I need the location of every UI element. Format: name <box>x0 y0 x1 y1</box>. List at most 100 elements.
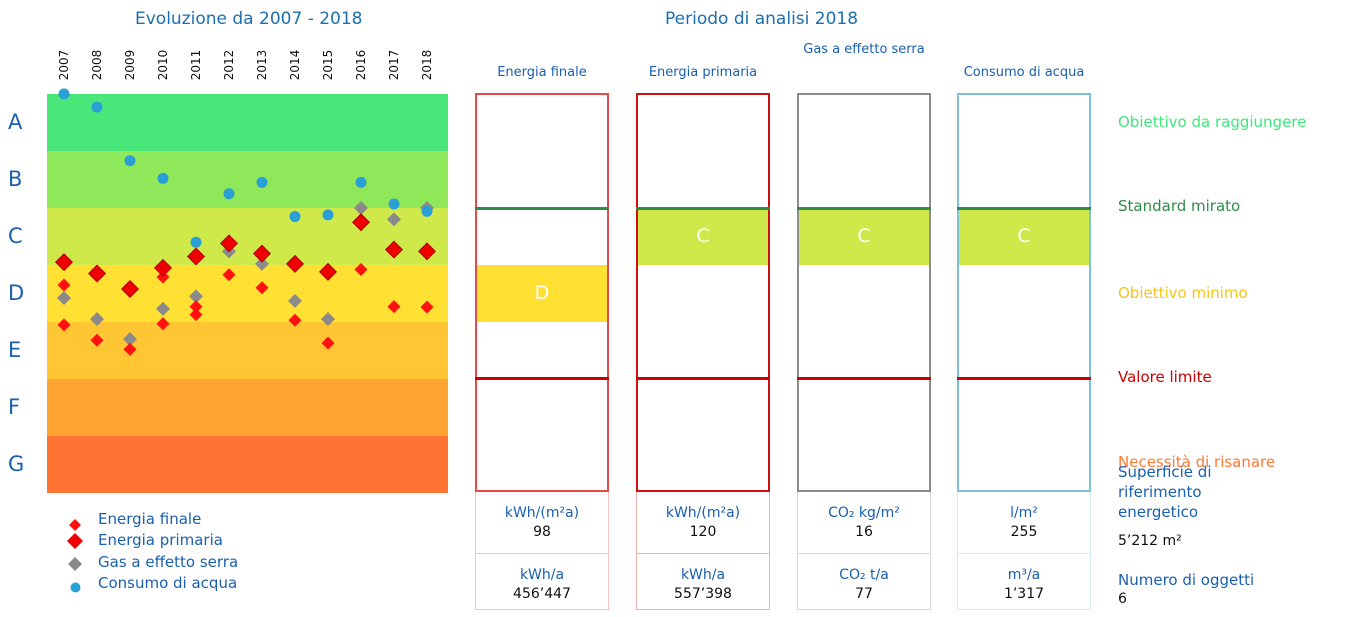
point-acqua-2007 <box>58 88 70 100</box>
specific-value-consumo-di-acqua: 255 <box>1010 524 1038 540</box>
area-value: 5’212 m² <box>1118 533 1182 549</box>
point-gas-2016 <box>354 201 368 215</box>
point-energia-finale-2007-1 <box>57 318 71 332</box>
grade-cell-energia-primaria: C <box>636 208 770 265</box>
target-label-obiettivo-minimo: Obiettivo minimo <box>1118 284 1248 302</box>
point-energia-finale-2010-0 <box>156 270 170 284</box>
point-energia-finale-2015-0 <box>321 336 335 350</box>
column-title-consumo-di-acqua: Consumo di acqua <box>963 65 1085 80</box>
specific-value-cell-consumo-di-acqua: l/m² 255 <box>957 492 1091 554</box>
point-energia-primaria-2008 <box>89 266 105 282</box>
limit-line-consumo-di-acqua <box>957 377 1091 380</box>
column-box-gas-a-effetto-serra <box>797 93 931 492</box>
total-unit-energia-finale: kWh/a <box>519 567 565 583</box>
target-line-consumo-di-acqua <box>957 207 1091 210</box>
column-title-energia-finale: Energia finale <box>497 65 587 80</box>
grade-letter-0: A <box>8 110 23 134</box>
specific-value-energia-finale: 98 <box>533 524 551 540</box>
left-chart-title: Evoluzione da 2007 - 2018 <box>135 9 363 29</box>
target-line-gas-a-effetto-serra <box>797 207 931 210</box>
grade-band-C <box>47 208 448 265</box>
legend-energia-finale: Energia finale <box>98 510 202 528</box>
total-unit-gas-a-effetto-serra: CO₂ t/a <box>839 567 889 583</box>
grade-band-A <box>47 94 448 151</box>
point-energia-finale-2009-0 <box>123 342 137 356</box>
target-line-energia-primaria <box>636 207 770 210</box>
point-energia-finale-2008-1 <box>90 333 104 347</box>
point-gas-2007 <box>57 291 71 306</box>
target-label-necessita-risanare: Necessità di risanare <box>1118 453 1276 471</box>
grade-cell-gas-a-effetto-serra: C <box>797 208 931 265</box>
specific-unit-consumo-di-acqua: l/m² <box>1010 505 1038 521</box>
point-energia-finale-2017-0 <box>387 300 401 314</box>
column-title-energia-primaria: Energia primaria <box>648 65 758 80</box>
point-energia-primaria-2015 <box>320 264 336 280</box>
specific-value-cell-energia-finale: kWh/(m²a) 98 <box>475 492 609 554</box>
objects-label: Numero di oggetti <box>1118 571 1255 589</box>
target-line-energia-finale <box>475 207 609 210</box>
point-energia-primaria-2017 <box>386 242 402 258</box>
grade-band-E <box>47 322 448 379</box>
right-chart-title: Periodo di analisi 2018 <box>665 9 859 29</box>
specific-unit-gas-a-effetto-serra: CO₂ kg/m² <box>828 505 900 521</box>
point-acqua-2013 <box>256 176 268 188</box>
point-acqua-2015 <box>322 209 334 221</box>
specific-unit-energia-finale: kWh/(m²a) <box>504 505 580 521</box>
limit-line-gas-a-effetto-serra <box>797 377 931 380</box>
grade-letter-4: E <box>8 338 22 362</box>
point-acqua-2016 <box>355 176 367 188</box>
limit-line-energia-finale <box>475 377 609 380</box>
grade-band-G <box>47 436 448 493</box>
point-acqua-2008 <box>91 101 103 113</box>
point-energia-primaria-2010 <box>155 260 171 276</box>
point-gas-2017 <box>387 212 401 227</box>
grade-band-D <box>47 265 448 322</box>
objects-value: 6 <box>1118 591 1127 607</box>
point-energia-primaria-2016 <box>353 214 369 230</box>
point-gas-2013 <box>255 256 269 271</box>
legend-energia-primaria: Energia primaria <box>98 531 223 549</box>
specific-unit-energia-primaria: kWh/(m²a) <box>665 505 741 521</box>
specific-value-gas-a-effetto-serra: 16 <box>855 524 873 540</box>
point-energia-finale-2014-0 <box>288 313 302 327</box>
point-acqua-2012 <box>223 188 235 200</box>
grade-cell-energia-finale: D <box>475 265 609 322</box>
point-acqua-2014 <box>289 211 301 223</box>
point-energia-finale-2007-0 <box>57 278 71 292</box>
area-label: Superficie di riferimento energetico <box>1118 463 1212 521</box>
column-title-gas-a-effetto-serra: Gas a effetto serra <box>803 42 925 57</box>
total-value-cell-energia-primaria: kWh/a 557’398 <box>636 554 770 610</box>
point-gas-2015 <box>321 312 335 327</box>
legend-energia-finale-marker <box>69 516 81 535</box>
point-energia-finale-2011-1 <box>189 308 203 322</box>
grade-letter-3: D <box>8 281 25 305</box>
total-value-cell-energia-finale: kWh/a 456’447 <box>475 554 609 610</box>
target-label-obiettivo-raggiungere: Obiettivo da raggiungere <box>1118 113 1307 131</box>
point-acqua-2010 <box>157 172 169 184</box>
point-energia-finale-2018-0 <box>420 300 434 314</box>
total-value-cell-consumo-di-acqua: m³/a 1’317 <box>957 554 1091 610</box>
column-box-energia-primaria <box>636 93 770 492</box>
point-energia-primaria-2013 <box>254 246 270 262</box>
legend-energia-primaria-marker <box>67 533 83 553</box>
point-gas-2014 <box>288 293 302 308</box>
grade-cell-consumo-di-acqua: C <box>957 208 1091 265</box>
target-label-valore-limite: Valore limite <box>1118 368 1212 386</box>
point-energia-finale-2016-0 <box>354 263 368 277</box>
point-acqua-2017 <box>388 198 400 210</box>
point-acqua-2009 <box>124 155 136 167</box>
total-value-gas-a-effetto-serra: 77 <box>855 586 873 602</box>
grade-band-F <box>47 379 448 436</box>
point-gas-2009 <box>123 332 137 347</box>
point-energia-primaria-2018 <box>419 243 435 259</box>
point-energia-finale-2012-0 <box>222 268 236 282</box>
legend-acqua: Consumo di acqua <box>98 574 238 592</box>
point-energia-primaria-2011 <box>188 248 204 264</box>
total-value-energia-finale: 456’447 <box>513 586 571 602</box>
point-energia-primaria-2009 <box>122 281 138 297</box>
grade-band-B <box>47 151 448 208</box>
total-value-energia-primaria: 557’398 <box>674 586 732 602</box>
point-gas-2010 <box>156 301 170 316</box>
grade-letter-6: G <box>8 452 25 476</box>
point-gas-2011 <box>189 289 203 304</box>
